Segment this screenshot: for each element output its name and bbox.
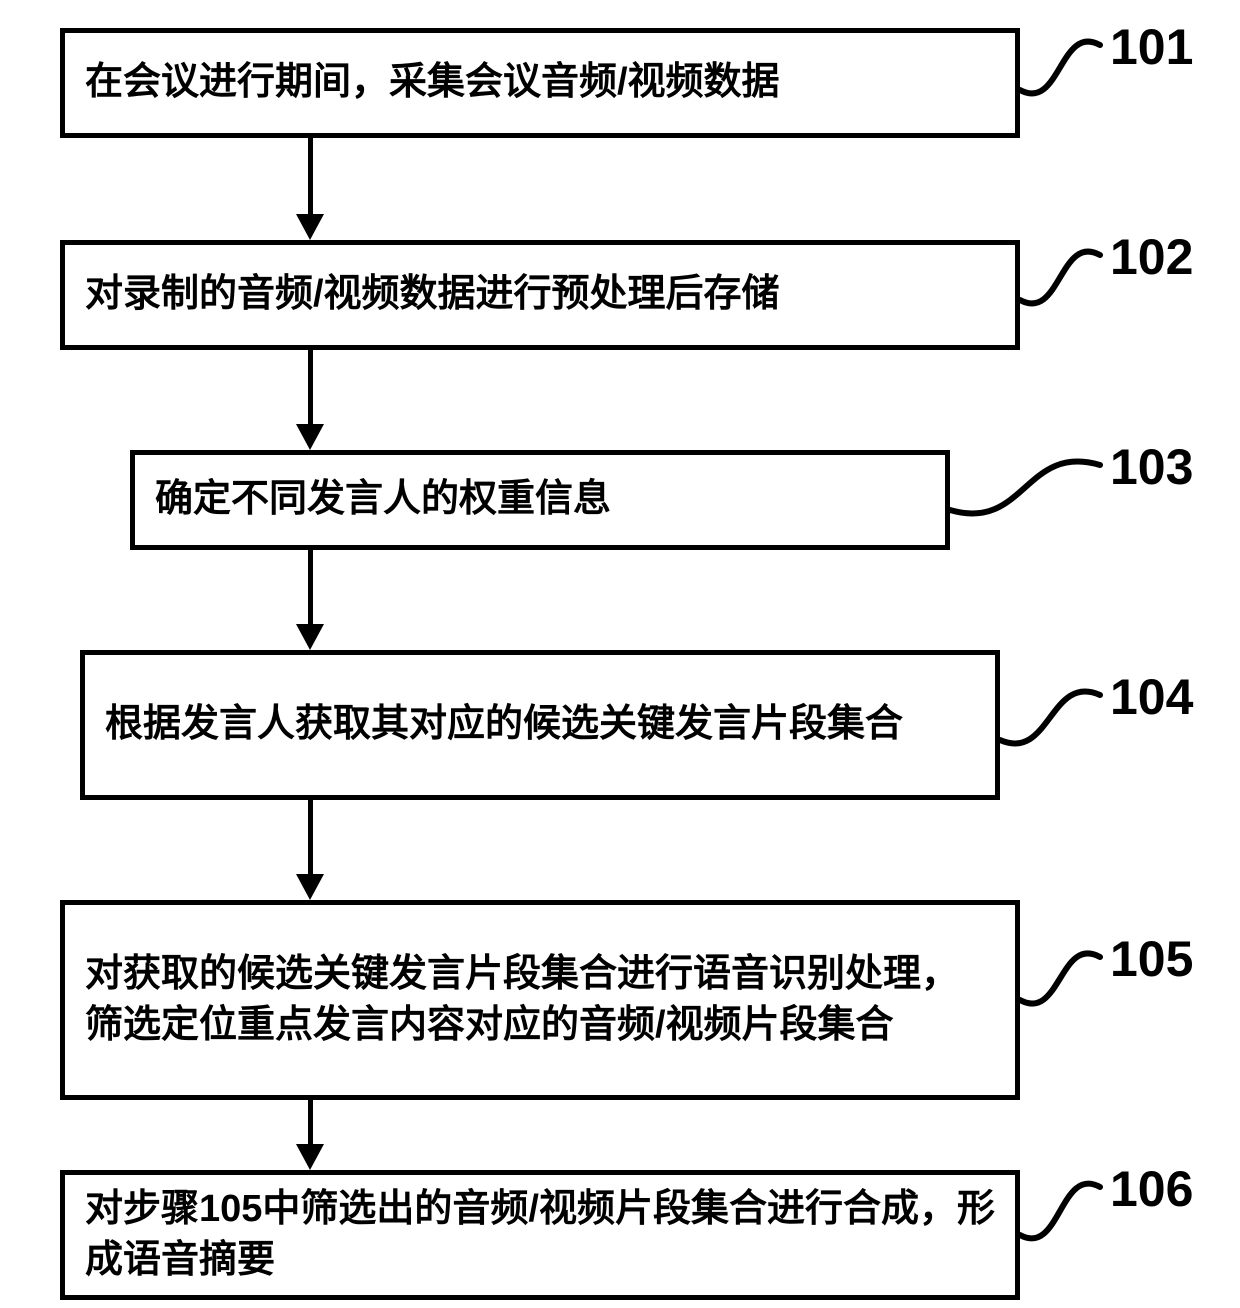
step-label-104: 104 — [1110, 668, 1193, 726]
arrow-line — [308, 350, 313, 426]
flow-node-text: 对步骤105中筛选出的音频/视频片段集合进行合成，形成语音摘要 — [85, 1184, 995, 1287]
flow-node-text: 确定不同发言人的权重信息 — [155, 474, 611, 525]
step-label-103: 103 — [1110, 438, 1193, 496]
flow-node-n101: 在会议进行期间，采集会议音频/视频数据 — [60, 28, 1020, 138]
connector-curve — [1010, 15, 1110, 120]
flow-node-text: 在会议进行期间，采集会议音频/视频数据 — [85, 57, 780, 108]
arrow-line — [308, 138, 313, 216]
connector-curve — [1010, 225, 1110, 330]
flow-node-text: 根据发言人获取其对应的候选关键发言片段集合 — [105, 699, 903, 750]
step-label-106: 106 — [1110, 1160, 1193, 1218]
arrow-line — [308, 1100, 313, 1146]
arrow-head-icon — [296, 1144, 324, 1170]
flowchart-canvas: 在会议进行期间，采集会议音频/视频数据对录制的音频/视频数据进行预处理后存储确定… — [0, 0, 1240, 1308]
arrow-line — [308, 800, 313, 876]
connector-curve — [940, 435, 1110, 540]
arrow-head-icon — [296, 874, 324, 900]
step-label-102: 102 — [1110, 228, 1193, 286]
flow-node-n102: 对录制的音频/视频数据进行预处理后存储 — [60, 240, 1020, 350]
arrow-head-icon — [296, 424, 324, 450]
flow-node-n105: 对获取的候选关键发言片段集合进行语音识别处理，筛选定位重点发言内容对应的音频/视… — [60, 900, 1020, 1100]
connector-curve — [1010, 927, 1110, 1030]
flow-node-n104: 根据发言人获取其对应的候选关键发言片段集合 — [80, 650, 1000, 800]
step-label-105: 105 — [1110, 930, 1193, 988]
arrow-line — [308, 550, 313, 626]
flow-node-n106: 对步骤105中筛选出的音频/视频片段集合进行合成，形成语音摘要 — [60, 1170, 1020, 1300]
flow-node-text: 对获取的候选关键发言片段集合进行语音识别处理，筛选定位重点发言内容对应的音频/视… — [85, 949, 995, 1052]
flow-node-n103: 确定不同发言人的权重信息 — [130, 450, 950, 550]
arrow-head-icon — [296, 624, 324, 650]
connector-curve — [990, 665, 1110, 770]
arrow-head-icon — [296, 214, 324, 240]
connector-curve — [1010, 1157, 1110, 1265]
flow-node-text: 对录制的音频/视频数据进行预处理后存储 — [85, 269, 780, 320]
step-label-101: 101 — [1110, 18, 1193, 76]
